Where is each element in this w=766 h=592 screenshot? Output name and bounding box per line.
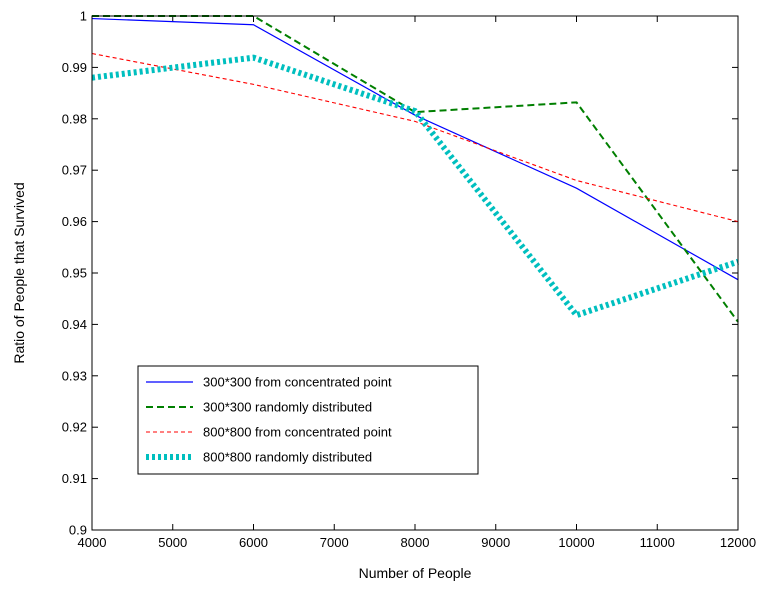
legend-label-3: 800*800 from concentrated point	[203, 425, 392, 440]
x-tick-label: 7000	[320, 535, 349, 550]
y-tick-label: 0.98	[62, 111, 87, 126]
y-tick-label: 0.93	[62, 368, 87, 383]
y-tick-label: 0.99	[62, 60, 87, 75]
legend-label-1: 300*300 from concentrated point	[203, 375, 392, 390]
x-tick-label: 11000	[640, 535, 675, 550]
y-tick-label: 0.97	[62, 163, 87, 178]
legend-box	[137, 365, 479, 475]
y-tick-label: 0.9	[69, 523, 87, 538]
legend-label-2: 300*300 randomly distributed	[203, 400, 372, 415]
axes-box	[91, 15, 739, 531]
x-tick-label: 10000	[558, 535, 594, 550]
series-line-4	[91, 54, 739, 319]
y-axis-label: Ratio of People that Survived	[11, 182, 27, 363]
x-tick-label: 5000	[158, 535, 187, 550]
y-tick-label: 1	[80, 9, 87, 24]
legend-label-4: 800*800 randomly distributed	[203, 450, 372, 465]
y-tick-label: 0.96	[62, 214, 87, 229]
x-axis-label: Number of People	[359, 565, 472, 581]
x-tick-label: 8000	[401, 535, 430, 550]
x-tick-label: 6000	[239, 535, 268, 550]
x-tick-label: 12000	[720, 535, 756, 550]
y-tick-label: 0.94	[62, 317, 87, 332]
x-tick-label: 4000	[78, 535, 107, 550]
y-tick-label: 0.95	[62, 266, 87, 281]
y-tick-label: 0.91	[62, 471, 87, 486]
x-tick-label: 9000	[481, 535, 510, 550]
series-line-3	[91, 52, 739, 223]
y-tick-label: 0.92	[62, 420, 87, 435]
